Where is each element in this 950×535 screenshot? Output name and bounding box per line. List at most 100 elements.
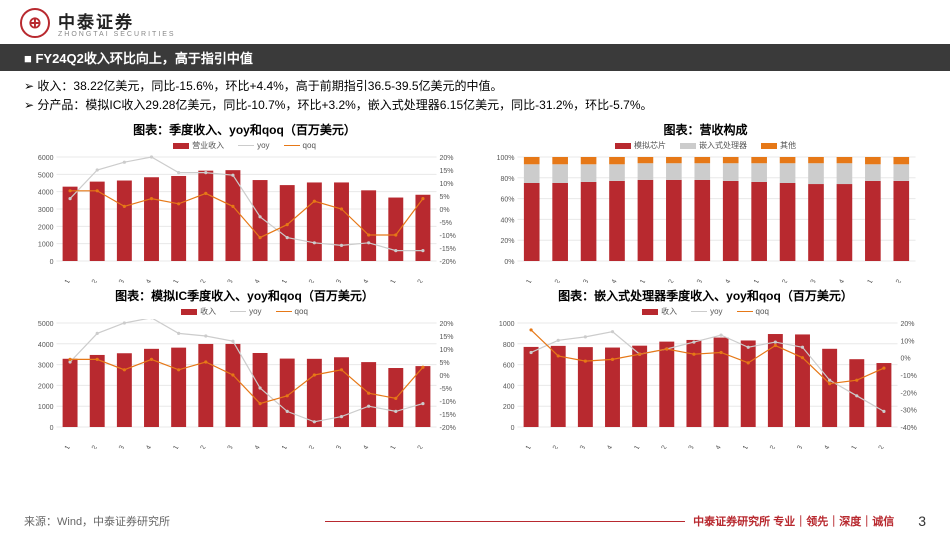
svg-text:23Q4: 23Q4	[817, 445, 832, 450]
svg-text:24Q2: 24Q2	[871, 445, 886, 450]
svg-text:23Q1: 23Q1	[735, 445, 750, 450]
svg-text:1000: 1000	[38, 242, 54, 249]
svg-text:21Q2: 21Q2	[545, 445, 560, 450]
chart-svg: 010002000300040005000-20%-15%-10%-5%0%5%…	[24, 319, 465, 449]
svg-text:40%: 40%	[500, 218, 514, 225]
svg-text:22Q3: 22Q3	[689, 279, 704, 284]
logo-icon: ⊕	[28, 13, 41, 33]
svg-text:22Q3: 22Q3	[681, 445, 696, 450]
svg-text:24Q1: 24Q1	[383, 445, 398, 450]
svg-text:21Q2: 21Q2	[84, 445, 99, 450]
svg-text:22Q1: 22Q1	[166, 279, 181, 284]
svg-text:80%: 80%	[500, 176, 514, 183]
svg-text:1000: 1000	[499, 321, 515, 328]
svg-text:21Q2: 21Q2	[84, 279, 99, 284]
svg-text:20%: 20%	[440, 155, 454, 162]
bullet-item: 分产品：模拟IC收入29.28亿美元，同比-10.7%，环比+3.2%，嵌入式处…	[24, 96, 926, 115]
svg-text:0%: 0%	[901, 356, 911, 363]
svg-text:-10%: -10%	[440, 399, 456, 406]
chart-title: 图表：模拟IC季度收入、yoy和qoq（百万美元）	[24, 287, 465, 304]
svg-text:22Q1: 22Q1	[633, 279, 648, 284]
svg-text:22Q4: 22Q4	[247, 279, 262, 284]
charts-grid: 图表：季度收入、yoy和qoq（百万美元） 营业收入yoyqoq 0100020…	[0, 121, 950, 449]
svg-text:20%: 20%	[901, 321, 915, 328]
svg-text:100%: 100%	[497, 155, 515, 162]
svg-text:21Q1: 21Q1	[518, 445, 533, 450]
svg-text:24Q2: 24Q2	[410, 279, 425, 284]
svg-text:23Q3: 23Q3	[329, 279, 344, 284]
footer: 来源：Wind，中泰证券研究所 中泰证券研究所 专业｜领先｜深度｜诚信 3	[0, 513, 950, 529]
svg-text:24Q1: 24Q1	[844, 445, 859, 450]
svg-text:-30%: -30%	[901, 408, 917, 415]
svg-text:-15%: -15%	[440, 246, 456, 253]
svg-text:-10%: -10%	[901, 373, 917, 380]
svg-text:21Q1: 21Q1	[519, 279, 534, 284]
svg-text:-20%: -20%	[440, 259, 456, 266]
svg-text:3000: 3000	[38, 207, 54, 214]
svg-text:4000: 4000	[38, 342, 54, 349]
svg-text:-5%: -5%	[440, 220, 452, 227]
brand-logo: ⊕	[20, 8, 50, 38]
brand-text: 中泰证券 ZHONGTAI SECURITIES	[58, 8, 176, 38]
brand-en: ZHONGTAI SECURITIES	[58, 31, 176, 38]
chart-embedded: 图表：嵌入式处理器季度收入、yoy和qoq（百万美元） 收入yoyqoq 020…	[485, 287, 926, 449]
svg-text:23Q1: 23Q1	[274, 445, 289, 450]
svg-text:-5%: -5%	[440, 386, 452, 393]
svg-text:24Q1: 24Q1	[860, 279, 875, 284]
chart-composition: 图表：营收构成 模拟芯片嵌入式处理器其他 0%20%40%60%80%100%2…	[485, 121, 926, 283]
svg-text:400: 400	[503, 384, 515, 391]
svg-text:22Q4: 22Q4	[247, 445, 262, 450]
svg-text:23Q2: 23Q2	[301, 445, 316, 450]
chart-svg: 0%20%40%60%80%100%21Q121Q221Q321Q422Q122…	[485, 153, 926, 283]
svg-text:0: 0	[50, 425, 54, 432]
svg-text:0%: 0%	[504, 259, 514, 266]
svg-text:5000: 5000	[38, 173, 54, 180]
svg-text:0: 0	[511, 425, 515, 432]
header: ⊕ 中泰证券 ZHONGTAI SECURITIES	[0, 0, 950, 42]
svg-text:-20%: -20%	[901, 391, 917, 398]
chart-legend: 营业收入yoyqoq	[24, 140, 465, 151]
svg-text:5000: 5000	[38, 321, 54, 328]
source-text: 来源：Wind，中泰证券研究所	[24, 513, 170, 529]
svg-text:4000: 4000	[38, 190, 54, 197]
svg-text:-10%: -10%	[440, 233, 456, 240]
svg-text:-40%: -40%	[901, 425, 917, 432]
svg-text:21Q2: 21Q2	[547, 279, 562, 284]
svg-text:5%: 5%	[440, 194, 450, 201]
svg-text:23Q2: 23Q2	[775, 279, 790, 284]
chart-analog-ic: 图表：模拟IC季度收入、yoy和qoq（百万美元） 收入yoyqoq 01000…	[24, 287, 465, 449]
svg-text:5%: 5%	[440, 360, 450, 367]
svg-text:22Q2: 22Q2	[193, 279, 208, 284]
chart-revenue: 图表：季度收入、yoy和qoq（百万美元） 营业收入yoyqoq 0100020…	[24, 121, 465, 283]
svg-text:21Q1: 21Q1	[57, 445, 72, 450]
svg-text:3000: 3000	[38, 363, 54, 370]
svg-text:21Q3: 21Q3	[572, 445, 587, 450]
svg-text:23Q4: 23Q4	[356, 279, 371, 284]
bullet-list: 收入：38.22亿美元，同比-15.6%，环比+4.4%，高于前期指引36.5-…	[0, 75, 950, 121]
svg-text:21Q3: 21Q3	[576, 279, 591, 284]
svg-text:22Q3: 22Q3	[220, 445, 235, 450]
svg-text:23Q4: 23Q4	[356, 445, 371, 450]
chart-title: 图表：营收构成	[485, 121, 926, 138]
svg-text:24Q1: 24Q1	[383, 279, 398, 284]
svg-text:21Q4: 21Q4	[139, 445, 154, 450]
svg-text:2000: 2000	[38, 225, 54, 232]
chart-legend: 收入yoyqoq	[485, 306, 926, 317]
svg-text:21Q1: 21Q1	[57, 279, 72, 284]
svg-text:22Q1: 22Q1	[627, 445, 642, 450]
chart-svg: 0100020003000400050006000-20%-15%-10%-5%…	[24, 153, 465, 283]
svg-text:10%: 10%	[440, 347, 454, 354]
svg-text:20%: 20%	[440, 321, 454, 328]
svg-text:21Q4: 21Q4	[604, 279, 619, 284]
svg-text:22Q4: 22Q4	[718, 279, 733, 284]
svg-text:24Q2: 24Q2	[410, 445, 425, 450]
section-title: ■ FY24Q2收入环比向上，高于指引中值	[0, 44, 950, 71]
svg-text:22Q4: 22Q4	[708, 445, 723, 450]
svg-text:21Q3: 21Q3	[111, 445, 126, 450]
svg-text:21Q3: 21Q3	[111, 279, 126, 284]
svg-text:23Q2: 23Q2	[301, 279, 316, 284]
svg-text:60%: 60%	[500, 197, 514, 204]
svg-text:0: 0	[50, 259, 54, 266]
svg-text:0%: 0%	[440, 207, 450, 214]
svg-text:600: 600	[503, 363, 515, 370]
